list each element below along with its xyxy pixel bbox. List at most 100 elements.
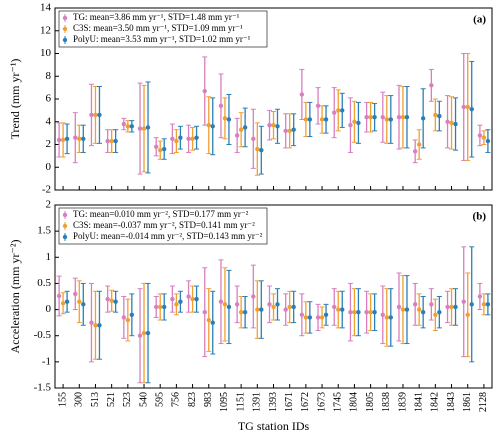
marker [218, 299, 224, 304]
marker [469, 107, 474, 112]
marker [319, 315, 325, 320]
marker [267, 302, 272, 307]
marker [323, 312, 329, 317]
marker [271, 122, 276, 128]
marker [194, 296, 199, 302]
marker [125, 124, 131, 129]
x-tick-label: 1842 [430, 392, 441, 412]
marker [97, 112, 102, 118]
marker [291, 304, 296, 310]
marker [238, 127, 244, 132]
marker [412, 302, 418, 307]
marker [202, 88, 207, 94]
marker [137, 126, 143, 131]
marker [222, 116, 228, 121]
legend-marker [62, 234, 68, 240]
marker [251, 136, 256, 142]
panel-label: (a) [473, 14, 486, 26]
marker [400, 307, 406, 312]
marker [210, 320, 215, 325]
marker [433, 312, 438, 317]
marker [206, 317, 211, 323]
marker [445, 119, 450, 124]
marker [113, 138, 118, 144]
marker [174, 302, 179, 307]
marker [303, 117, 309, 122]
legend-label: C3S: mean=3.50 mm yr⁻¹, STD=1.09 mm yr⁻¹ [73, 23, 243, 33]
x-tick-label: 1671 [284, 392, 295, 412]
marker [283, 128, 288, 134]
marker [372, 115, 377, 120]
marker [416, 142, 422, 147]
marker [97, 323, 102, 328]
marker [267, 122, 272, 128]
x-tick-label: 540 [138, 392, 149, 407]
marker [154, 144, 159, 149]
marker [238, 309, 244, 315]
marker [109, 138, 114, 144]
x-tick-label: 2128 [478, 392, 489, 412]
marker [64, 299, 70, 304]
legend-label: PolyU: mean=3.53 mm yr⁻¹, STD=1.02 mm yr… [73, 34, 251, 44]
legend-label: C3S: mean=-0.037 mm yr⁻², STD=0.141 mm y… [73, 220, 255, 230]
y-tick-label: 2 [46, 138, 52, 150]
y-tick-label: 12 [40, 24, 51, 36]
marker [259, 147, 264, 153]
marker [162, 304, 167, 310]
marker [449, 120, 454, 126]
marker [396, 115, 402, 120]
marker [465, 312, 470, 317]
marker [352, 119, 357, 124]
y-tick-label: -2 [42, 184, 51, 196]
marker [380, 115, 385, 120]
marker [356, 120, 361, 126]
marker [469, 302, 474, 307]
marker [336, 307, 341, 312]
marker [89, 320, 94, 325]
marker [105, 138, 110, 144]
x-tick-label: 521 [106, 392, 117, 407]
marker [194, 135, 199, 140]
marker [186, 136, 191, 142]
marker [453, 121, 458, 127]
marker [404, 115, 410, 120]
marker [396, 304, 402, 310]
y-tick-label: -1 [42, 355, 51, 367]
marker [340, 108, 345, 113]
marker [384, 117, 389, 122]
legend-label: TG: mean=0.010 mm yr⁻², STD=0.177 mm yr⁻… [73, 209, 249, 219]
marker [255, 307, 260, 312]
x-tick-label: 1673 [316, 392, 327, 412]
marker [356, 309, 361, 315]
marker [121, 315, 127, 320]
marker [477, 294, 483, 299]
marker [291, 127, 296, 132]
x-tick-label: 1843 [446, 392, 457, 412]
marker [141, 126, 147, 131]
marker [303, 315, 309, 320]
marker [388, 315, 393, 320]
marker [255, 146, 260, 152]
marker [445, 304, 450, 310]
marker [206, 122, 211, 128]
marker [340, 307, 345, 312]
x-tick-label: 513 [90, 392, 101, 407]
y-tick-label: 14 [40, 2, 52, 14]
marker [105, 296, 110, 302]
marker [332, 304, 337, 310]
marker [299, 312, 305, 317]
marker [315, 103, 321, 109]
panel-label: (b) [473, 211, 487, 223]
marker [287, 128, 292, 134]
marker [218, 103, 224, 109]
marker [348, 309, 353, 315]
marker [437, 309, 442, 315]
marker [158, 304, 163, 310]
marker [315, 315, 321, 320]
x-tick-label: 756 [171, 392, 182, 407]
marker [400, 115, 406, 120]
marker [465, 104, 470, 110]
marker [158, 147, 163, 153]
marker [60, 137, 66, 143]
